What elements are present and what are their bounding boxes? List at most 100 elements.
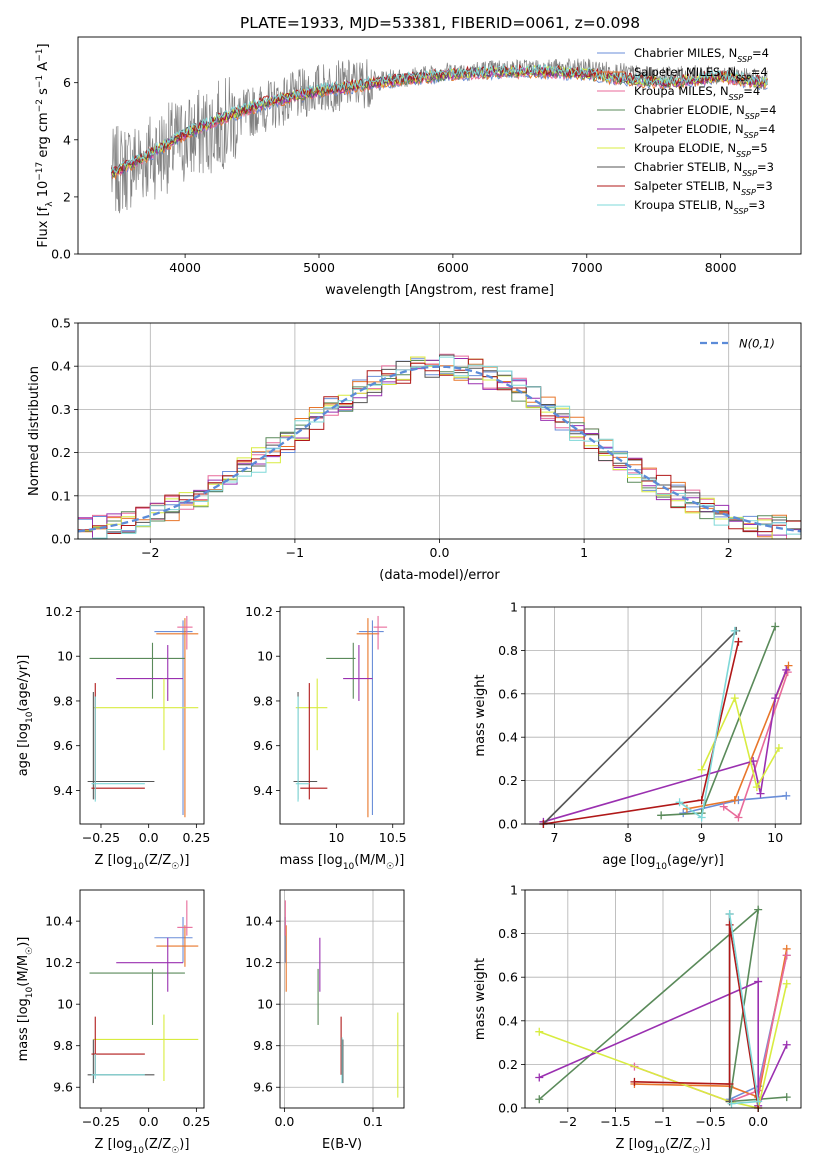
axes-frame xyxy=(79,606,205,825)
label-text: (M/M xyxy=(354,853,386,868)
legend-name: Chabrier ELODIE, N xyxy=(634,103,745,117)
weight-marker-5 xyxy=(697,765,706,774)
log-text: log xyxy=(636,853,656,868)
label-text: (M/M xyxy=(16,955,31,987)
y-tick-label: 10 xyxy=(257,997,273,1012)
weight-marker-5 xyxy=(752,783,761,792)
weight-marker-7 xyxy=(734,637,743,646)
label-text: (Z/Z xyxy=(144,1137,171,1152)
x-tick-label: 0.0 xyxy=(139,1114,159,1129)
y-tick-label: 10 xyxy=(257,649,273,664)
weight-line-7 xyxy=(543,641,740,825)
panel-spectrum: 4000 5000 6000 7000 8000 0.0 2 4 6 wavelength [An… xyxy=(35,36,802,298)
x-tick-label: −2 xyxy=(559,1114,577,1129)
legend-nssp: =5 xyxy=(751,141,768,155)
legend-subscript: SSP xyxy=(742,169,757,178)
plot-area xyxy=(539,622,793,828)
legend-name: Kroupa MILES, N xyxy=(634,84,729,98)
y-tick-label: 0.6 xyxy=(498,686,518,701)
label-text: s xyxy=(36,88,51,99)
label-text: E(B-V) xyxy=(322,1137,362,1152)
legend-subscript: SSP xyxy=(741,188,756,197)
y-tick-label: 10.2 xyxy=(45,955,73,970)
plot-area xyxy=(293,615,388,818)
y-tick-label: 0.8 xyxy=(498,926,518,941)
weight-marker-5 xyxy=(535,1027,544,1036)
label-text: )] xyxy=(394,853,404,868)
y-tick-label: 9.6 xyxy=(53,738,73,753)
x-tick-label: 10 xyxy=(328,830,344,845)
x-tick-label: −0.25 xyxy=(82,1114,120,1129)
x-tick-label: 0.0 xyxy=(139,830,159,845)
normal-curve xyxy=(77,365,802,533)
plot-area xyxy=(77,353,802,540)
log-text: log xyxy=(113,1137,133,1152)
plot-area xyxy=(87,900,199,1084)
legend-subscript: SSP xyxy=(744,131,759,140)
y-tick-label: 0.6 xyxy=(498,970,518,985)
figure-title: PLATE=1933, MJD=53381, FIBERID=0061, z=0… xyxy=(240,14,640,32)
x-tick-label: 0.0 xyxy=(430,545,450,560)
legend-nssp: =4 xyxy=(752,46,769,60)
y-tick-label: 9.8 xyxy=(253,1038,273,1053)
superscript: −1 xyxy=(35,75,45,88)
y-tick-label: 10.2 xyxy=(45,604,73,619)
y-tick-label: 10.4 xyxy=(45,914,73,929)
label-text: Normed distribution xyxy=(27,366,42,496)
panel-mass-vs-ebv: 0.0 0.1 9.6 9.8 10 10.2 10.4 E(B-V) xyxy=(245,889,405,1152)
label-text: (Z/Z xyxy=(665,1137,692,1152)
y-tick-label: 0.2 xyxy=(498,1057,518,1072)
weight-marker-0 xyxy=(679,809,688,818)
log-text: log xyxy=(634,1137,654,1152)
subscript: ☉ xyxy=(171,1146,179,1156)
log-text: log xyxy=(16,723,31,743)
x-axis-label: age [log10(age/yr)] xyxy=(602,853,724,872)
label-text: wavelength [Angstrom, rest frame] xyxy=(325,283,554,298)
weight-marker-1 xyxy=(730,796,739,805)
x-tick-label: −0.25 xyxy=(82,830,120,845)
y-tick-label: 2 xyxy=(63,189,71,204)
y-tick-label: 10.4 xyxy=(245,914,273,929)
x-tick-label: 8 xyxy=(624,830,632,845)
plot-area xyxy=(535,905,791,1112)
label-text: 10 xyxy=(36,181,51,202)
legend-entry: Salpeter MILES, NSSP=4 xyxy=(634,65,768,83)
y-axis-label: mass [log10(M/M☉)] xyxy=(16,937,35,1062)
x-tick-label: 0.0 xyxy=(748,1114,768,1129)
legend-subscript: SSP xyxy=(729,93,744,102)
weight-marker-4 xyxy=(754,977,763,986)
x-tick-label: −0.5 xyxy=(695,1114,725,1129)
x-axis-label: (data-model)/error xyxy=(379,568,500,583)
x-tick-label: −1.5 xyxy=(600,1114,630,1129)
legend-subscript: SSP xyxy=(736,74,751,83)
y-tick-label: 9.6 xyxy=(253,1080,273,1095)
y-tick-label: 9.4 xyxy=(253,783,273,798)
x-tick-label: 7 xyxy=(550,830,558,845)
y-tick-label: 10 xyxy=(57,649,73,664)
y-tick-label: 9.8 xyxy=(253,693,273,708)
weight-marker-0 xyxy=(782,791,791,800)
subscript: 10 xyxy=(25,711,35,723)
x-tick-label: 1 xyxy=(580,545,588,560)
weight-marker-3 xyxy=(657,811,666,820)
weight-marker-7 xyxy=(725,920,734,929)
x-tick-label: 5000 xyxy=(303,260,335,275)
weight-marker-8 xyxy=(675,798,684,807)
axes-frame xyxy=(279,889,405,1109)
legend-name: Chabrier MILES, N xyxy=(634,46,737,60)
log-text: log xyxy=(113,853,133,868)
weight-marker-8 xyxy=(754,1097,763,1106)
superscript: −1 xyxy=(35,49,45,62)
label-text: Z [ xyxy=(95,853,113,868)
legend-name: Salpeter ELODIE, N xyxy=(634,122,744,136)
legend-entry: Salpeter ELODIE, NSSP=4 xyxy=(634,122,775,140)
weight-marker-4 xyxy=(782,1040,791,1049)
legend-entry: Salpeter STELIB, NSSP=3 xyxy=(634,179,773,197)
legend-entry: Chabrier STELIB, NSSP=3 xyxy=(634,160,774,178)
x-tick-label: 7000 xyxy=(571,260,603,275)
legend-nssp: =3 xyxy=(756,179,773,193)
